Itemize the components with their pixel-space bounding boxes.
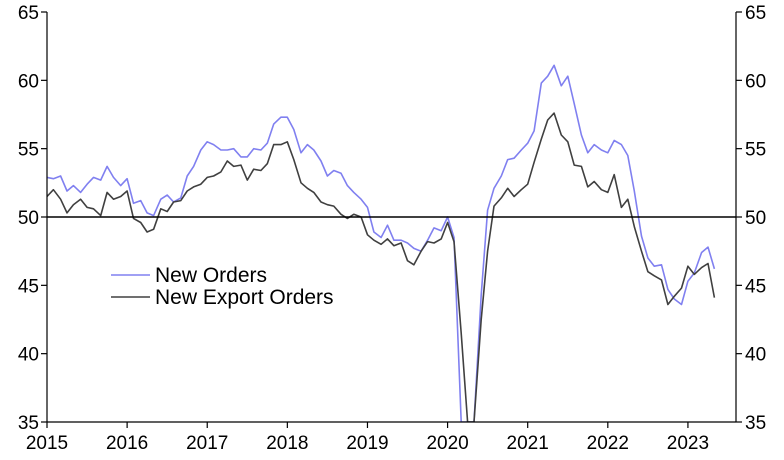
y-tick-label-left: 50: [18, 208, 39, 229]
x-tick-label: 2019: [346, 433, 388, 454]
y-tick-label-right: 55: [745, 140, 766, 161]
series-layer: [47, 64, 716, 422]
x-tick-label: 2022: [587, 433, 629, 454]
axes-layer: [46, 12, 737, 423]
y-tick-label-right: 50: [745, 208, 766, 229]
legend-label-new-orders: New Orders: [155, 264, 267, 287]
y-tick-label-right: 65: [745, 3, 766, 24]
y-tick-label-right: 60: [745, 71, 766, 92]
y-tick-label-right: 35: [745, 413, 766, 434]
legend: New Orders New Export Orders: [111, 264, 334, 309]
x-tick-label: 2020: [426, 433, 468, 454]
y-tick-label-left: 45: [18, 276, 39, 297]
y-tick-label-right: 45: [745, 276, 766, 297]
y-tick-label-right: 40: [745, 345, 766, 366]
y-tick-label-left: 55: [18, 140, 39, 161]
series-line-new-orders: [47, 64, 716, 422]
y-tick-label-left: 65: [18, 3, 39, 24]
x-tick-label: 2023: [667, 433, 709, 454]
legend-label-new-export-orders: New Export Orders: [155, 286, 334, 309]
y-tick-label-left: 60: [18, 71, 39, 92]
x-tick-label: 2016: [106, 433, 148, 454]
series-line-new-export-orders: [47, 112, 716, 422]
x-tick-label: 2021: [507, 433, 549, 454]
x-tick-label: 2015: [26, 433, 68, 454]
y-tick-label-left: 35: [18, 413, 39, 434]
x-tick-label: 2018: [266, 433, 308, 454]
x-tick-label: 2017: [186, 433, 228, 454]
y-tick-label-left: 40: [18, 345, 39, 366]
ticks-layer: 35 35 40 40 45 45 50 50 55 55 60 60 65 65 2015 2016 2017…: [18, 3, 766, 454]
